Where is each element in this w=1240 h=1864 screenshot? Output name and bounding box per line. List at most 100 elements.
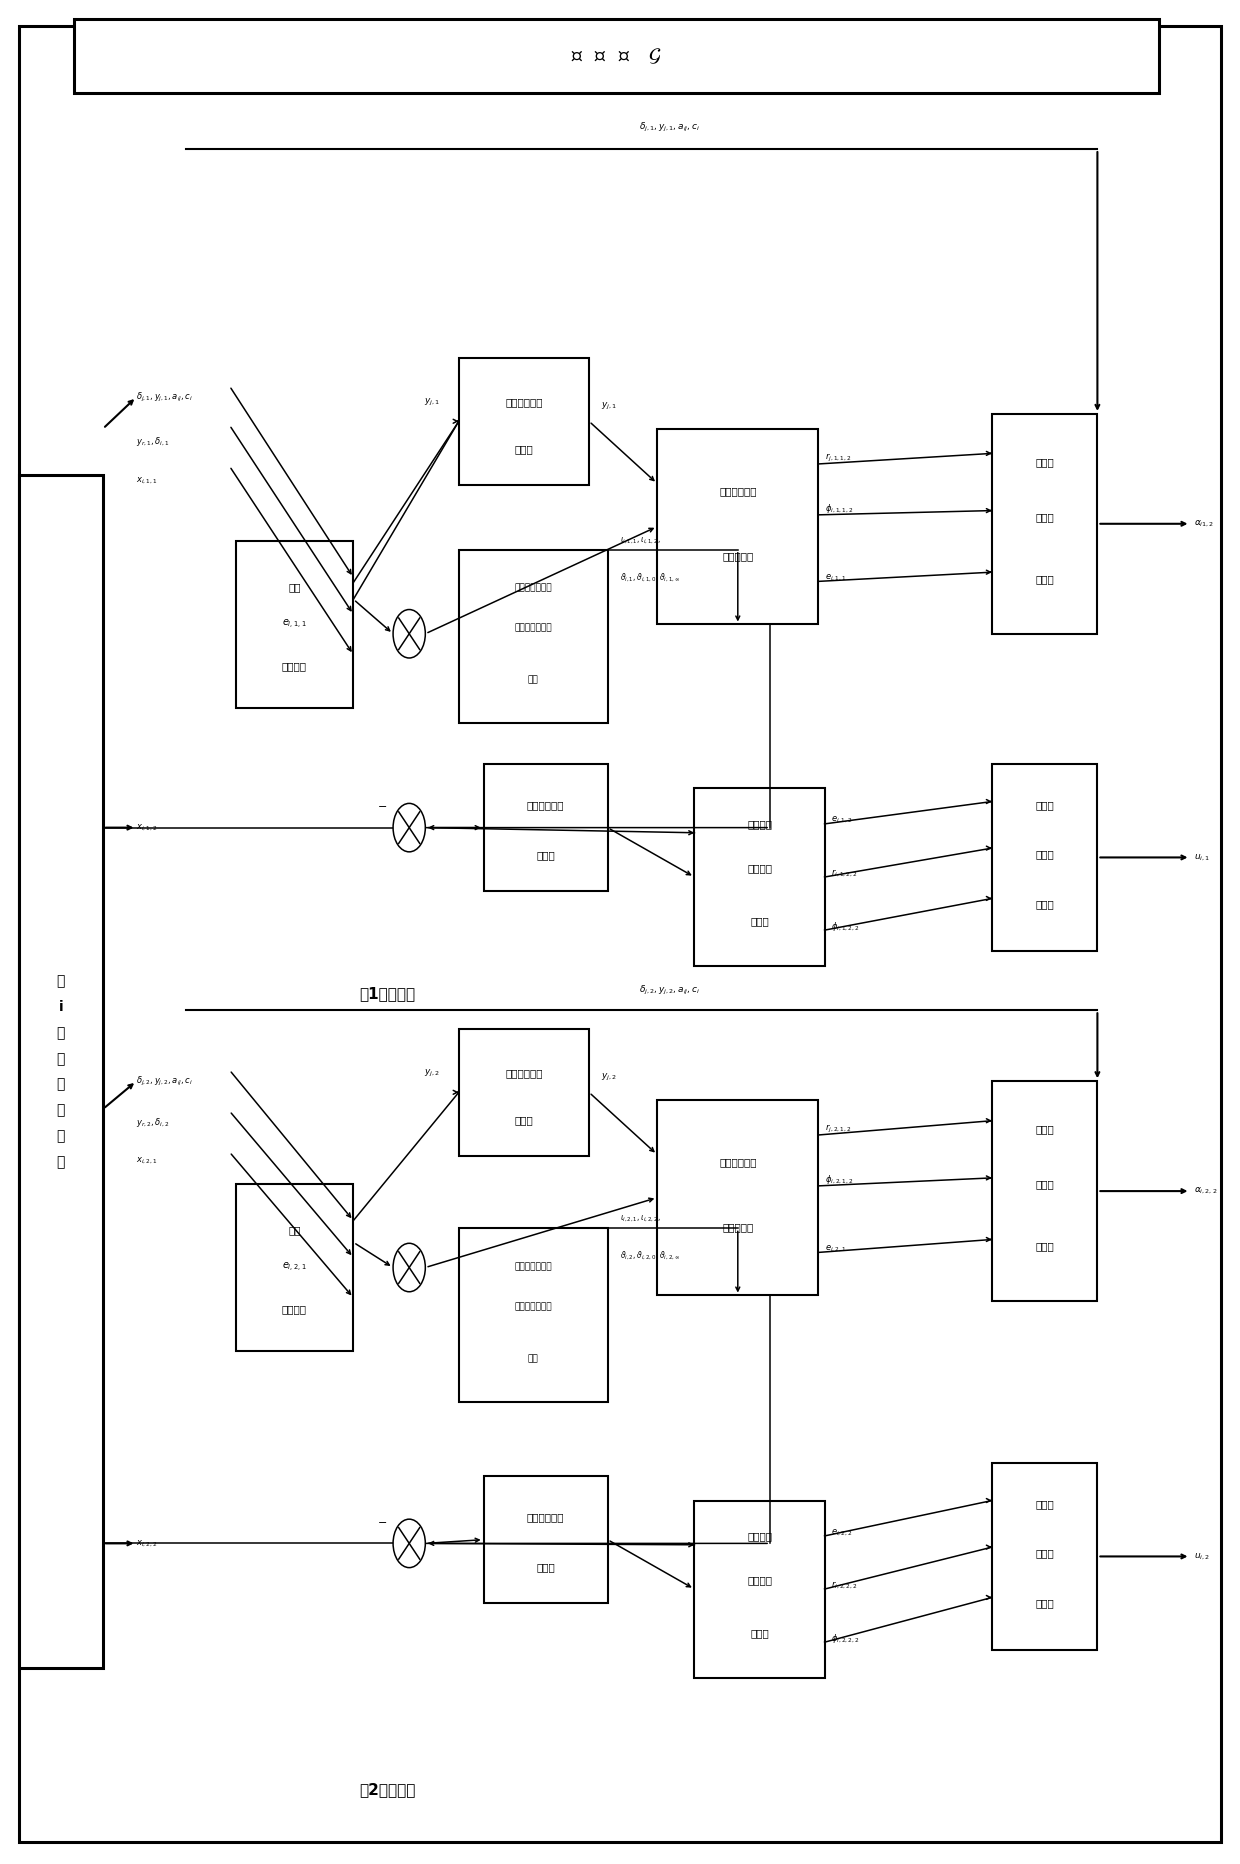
Text: 器单元: 器单元 <box>750 1629 769 1638</box>
Text: $x_{i,1,1}$: $x_{i,1,1}$ <box>136 475 157 487</box>
Text: $\phi_{i,2,2,2}$: $\phi_{i,2,2,2}$ <box>831 1633 859 1646</box>
Text: $\phi_{i,1,2,2}$: $\phi_{i,1,2,2}$ <box>831 921 859 934</box>
Text: 单元: 单元 <box>528 675 538 684</box>
Text: $e_{i,1,1}$: $e_{i,1,1}$ <box>281 617 308 632</box>
Bar <box>459 1029 589 1156</box>
Bar <box>992 1463 1097 1650</box>
Bar <box>459 550 608 723</box>
Bar <box>19 475 103 1668</box>
Bar <box>694 1501 825 1678</box>
Text: 器单元: 器单元 <box>536 850 556 861</box>
Bar <box>992 1081 1097 1301</box>
Text: 数及其参数设置: 数及其参数设置 <box>515 1301 552 1310</box>
Text: 第四跟踪微分: 第四跟踪微分 <box>527 1512 564 1521</box>
Text: 第二扩张: 第二扩张 <box>746 818 773 829</box>
Bar <box>120 1029 1211 1812</box>
Text: $e_{i,1,2}$: $e_{i,1,2}$ <box>831 815 852 826</box>
Text: $\phi_{i,2,1,2}$: $\phi_{i,2,1,2}$ <box>825 1174 853 1186</box>
Text: $x_{i,2,2}$: $x_{i,2,2}$ <box>136 1538 159 1549</box>
Text: $-$: $-$ <box>377 1515 387 1527</box>
Text: 器单元: 器单元 <box>515 1115 533 1126</box>
Text: $\phi_{i,1,1,2}$: $\phi_{i,1,1,2}$ <box>825 503 853 514</box>
Text: 误差: 误差 <box>288 1227 301 1236</box>
Circle shape <box>393 803 425 852</box>
Bar <box>459 358 589 485</box>
Bar <box>74 19 1159 93</box>
Text: $y_{r,2}, \delta_{i,2}$: $y_{r,2}, \delta_{i,2}$ <box>136 1117 170 1128</box>
Text: 第一预设性能函: 第一预设性能函 <box>515 583 552 593</box>
Text: 第三非: 第三非 <box>1035 1124 1054 1135</box>
Text: 器单元: 器单元 <box>536 1562 556 1573</box>
Text: $e_{i,2,1}$: $e_{i,2,1}$ <box>281 1260 308 1275</box>
Text: 第1子控制器: 第1子控制器 <box>360 986 415 1001</box>
Text: 线性运: 线性运 <box>1035 513 1054 522</box>
Bar <box>992 764 1097 951</box>
Text: 观测器单元: 观测器单元 <box>722 1223 754 1232</box>
Text: $-$: $-$ <box>377 800 387 811</box>
Text: $y_{j,2}$: $y_{j,2}$ <box>424 1068 440 1079</box>
Text: 线性运: 线性运 <box>1035 848 1054 859</box>
Text: 运算单元: 运算单元 <box>281 662 308 671</box>
Text: 第

i

个

移

动

机

器

人: 第 i 个 移 动 机 器 人 <box>57 975 64 1169</box>
Text: $\delta_{j,1}, y_{j,1}, a_{ij}, c_i$: $\delta_{j,1}, y_{j,1}, a_{ij}, c_i$ <box>639 121 701 134</box>
Text: $e_{i,2,1}$: $e_{i,2,1}$ <box>825 1243 846 1254</box>
Text: $\iota_{i,1,1}, \iota_{i,1,2},$: $\iota_{i,1,1}, \iota_{i,1,2},$ <box>620 535 661 546</box>
Text: 算单元: 算单元 <box>1035 1241 1054 1251</box>
Text: $r_{i,1,2,2}$: $r_{i,1,2,2}$ <box>831 869 858 880</box>
Bar <box>694 788 825 966</box>
Bar <box>459 1228 608 1402</box>
Text: 有  向  图   $\mathcal{G}$: 有 向 图 $\mathcal{G}$ <box>570 47 662 65</box>
Text: $\vartheta_{i,1}, \vartheta_{i,1,0}, \vartheta_{i,1,\infty}$: $\vartheta_{i,1}, \vartheta_{i,1,0}, \va… <box>620 572 680 583</box>
Circle shape <box>393 610 425 658</box>
Text: 数及其参数设置: 数及其参数设置 <box>515 623 552 632</box>
Text: 第四非: 第四非 <box>1035 1499 1054 1510</box>
Text: 器单元: 器单元 <box>515 444 533 455</box>
Text: $\alpha_{i,2,2}$: $\alpha_{i,2,2}$ <box>1194 1186 1218 1197</box>
Text: 第二预设性能函: 第二预设性能函 <box>515 1262 552 1271</box>
Text: $u_{i,2}$: $u_{i,2}$ <box>1194 1551 1210 1562</box>
Bar <box>120 158 1211 1016</box>
Text: $\delta_{j,1}, y_{j,1}, a_{ij}, c_i$: $\delta_{j,1}, y_{j,1}, a_{ij}, c_i$ <box>136 390 193 404</box>
Text: 第三扩张状态: 第三扩张状态 <box>719 1158 756 1167</box>
Text: $\delta_{j,2}, y_{j,2}, a_{ij}, c_i$: $\delta_{j,2}, y_{j,2}, a_{ij}, c_i$ <box>136 1074 193 1089</box>
Text: 第一扩张状态: 第一扩张状态 <box>719 487 756 496</box>
Text: 状态观测: 状态观测 <box>746 1575 773 1584</box>
Text: $r_{j,1,1,2}$: $r_{j,1,1,2}$ <box>825 453 852 464</box>
Text: $y_{r,1}, \delta_{i,1}$: $y_{r,1}, \delta_{i,1}$ <box>136 436 170 447</box>
Bar <box>236 1184 353 1351</box>
Text: 运算单元: 运算单元 <box>281 1305 308 1314</box>
Text: $e_{i,2,2}$: $e_{i,2,2}$ <box>831 1527 852 1538</box>
Text: 观测器单元: 观测器单元 <box>722 552 754 561</box>
Text: 第一非: 第一非 <box>1035 457 1054 468</box>
Circle shape <box>393 1243 425 1292</box>
Bar <box>992 414 1097 634</box>
Text: 第一跟踪微分: 第一跟踪微分 <box>505 397 543 406</box>
Text: $x_{i,2,1}$: $x_{i,2,1}$ <box>136 1156 157 1167</box>
Text: 算单元: 算单元 <box>1035 898 1054 910</box>
Bar <box>484 1476 608 1603</box>
Circle shape <box>393 1519 425 1568</box>
Text: 器单元: 器单元 <box>750 917 769 926</box>
Text: 状态观测: 状态观测 <box>746 863 773 872</box>
Text: $r_{j,2,1,2}$: $r_{j,2,1,2}$ <box>825 1124 852 1135</box>
Bar <box>484 764 608 891</box>
Text: 线性运: 线性运 <box>1035 1547 1054 1558</box>
Text: $y_{j,2}$: $y_{j,2}$ <box>601 1072 618 1083</box>
Text: 第三跟踪微分: 第三跟踪微分 <box>505 1068 543 1077</box>
Text: $e_{i,1,1}$: $e_{i,1,1}$ <box>825 572 846 583</box>
Text: 单元: 单元 <box>528 1353 538 1363</box>
Text: $y_{j,1}$: $y_{j,1}$ <box>601 401 618 412</box>
Bar <box>236 541 353 708</box>
Text: 第四扩张: 第四扩张 <box>746 1530 773 1542</box>
Text: 第二非: 第二非 <box>1035 800 1054 811</box>
Bar <box>657 429 818 624</box>
Text: $y_{j,1}$: $y_{j,1}$ <box>424 397 440 408</box>
Text: $u_{i,1}$: $u_{i,1}$ <box>1194 852 1210 863</box>
Text: $x_{i,1,2}$: $x_{i,1,2}$ <box>136 822 159 833</box>
Text: 线性运: 线性运 <box>1035 1180 1054 1189</box>
Text: 第2子控制器: 第2子控制器 <box>360 1782 415 1797</box>
Text: $\vartheta_{i,2}, \vartheta_{i,2,0}, \vartheta_{i,2,\infty}$: $\vartheta_{i,2}, \vartheta_{i,2,0}, \va… <box>620 1251 680 1262</box>
Text: $r_{i,2,2,2}$: $r_{i,2,2,2}$ <box>831 1581 858 1592</box>
Text: 第二跟踪微分: 第二跟踪微分 <box>527 800 564 809</box>
Text: $\alpha_{i1,2}$: $\alpha_{i1,2}$ <box>1194 518 1214 529</box>
